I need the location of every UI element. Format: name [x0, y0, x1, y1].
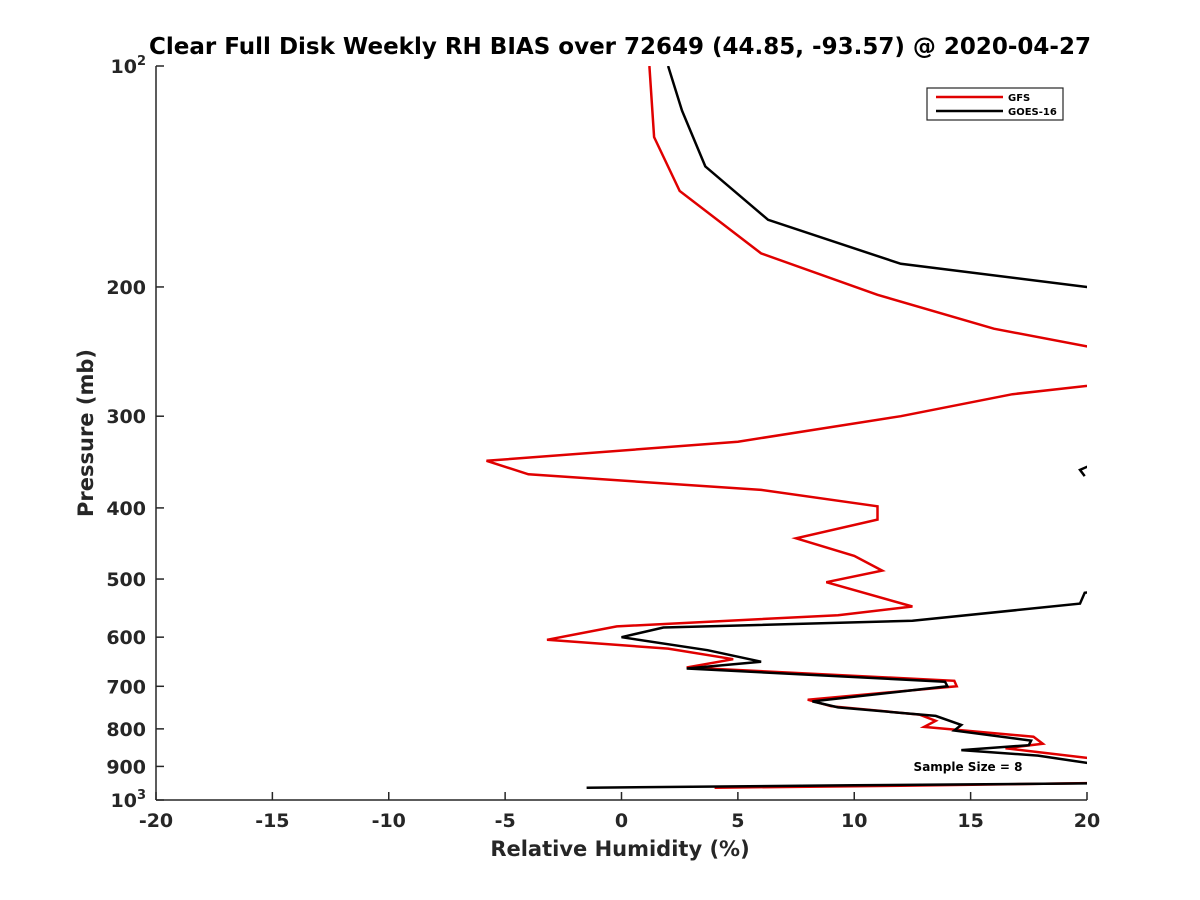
legend: GFS GOES-16 [926, 87, 1064, 121]
series-line-gfs [486, 66, 1087, 789]
x-tick-label: 15 [957, 810, 983, 832]
x-tick-label: 10 [841, 810, 867, 832]
y-tick-label: 200 [106, 277, 146, 299]
series-layer [486, 66, 1087, 789]
axes [155, 66, 1087, 801]
x-tick-label: -20 [139, 810, 173, 832]
x-tick-labels: -20 -15 -10 -5 0 5 10 15 20 [139, 792, 1100, 832]
x-tick-label: 5 [731, 810, 744, 832]
chart-title: Clear Full Disk Weekly RH BIAS over 7264… [149, 34, 1091, 60]
x-tick-label: -5 [495, 810, 516, 832]
legend-label-goes16: GOES-16 [1008, 107, 1057, 118]
x-tick-label: -15 [255, 810, 289, 832]
y-tick-label: 600 [106, 627, 146, 649]
series-line-goes16 [586, 66, 1087, 789]
y-tick-label: 400 [106, 498, 146, 520]
y-tick-labels: 102 200 300 400 500 600 700 800 900 103 [106, 54, 164, 812]
y-tick-label: 800 [106, 719, 146, 741]
y-tick-label: 102 [111, 54, 147, 78]
x-tick-label: -10 [372, 810, 406, 832]
legend-label-gfs: GFS [1008, 93, 1030, 104]
y-tick-label: 900 [106, 756, 146, 778]
y-tick-label: 500 [106, 569, 146, 591]
x-tick-label: 20 [1074, 810, 1100, 832]
sample-size-annotation: Sample Size = 8 [914, 760, 1023, 774]
x-axis-label: Relative Humidity (%) [490, 837, 749, 861]
legend-box [926, 87, 1064, 121]
y-tick-label: 103 [111, 788, 147, 812]
y-tick-label: 300 [106, 406, 146, 428]
y-axis-label: Pressure (mb) [74, 349, 98, 517]
x-tick-label: 0 [615, 810, 628, 832]
y-tick-label: 700 [106, 676, 146, 698]
